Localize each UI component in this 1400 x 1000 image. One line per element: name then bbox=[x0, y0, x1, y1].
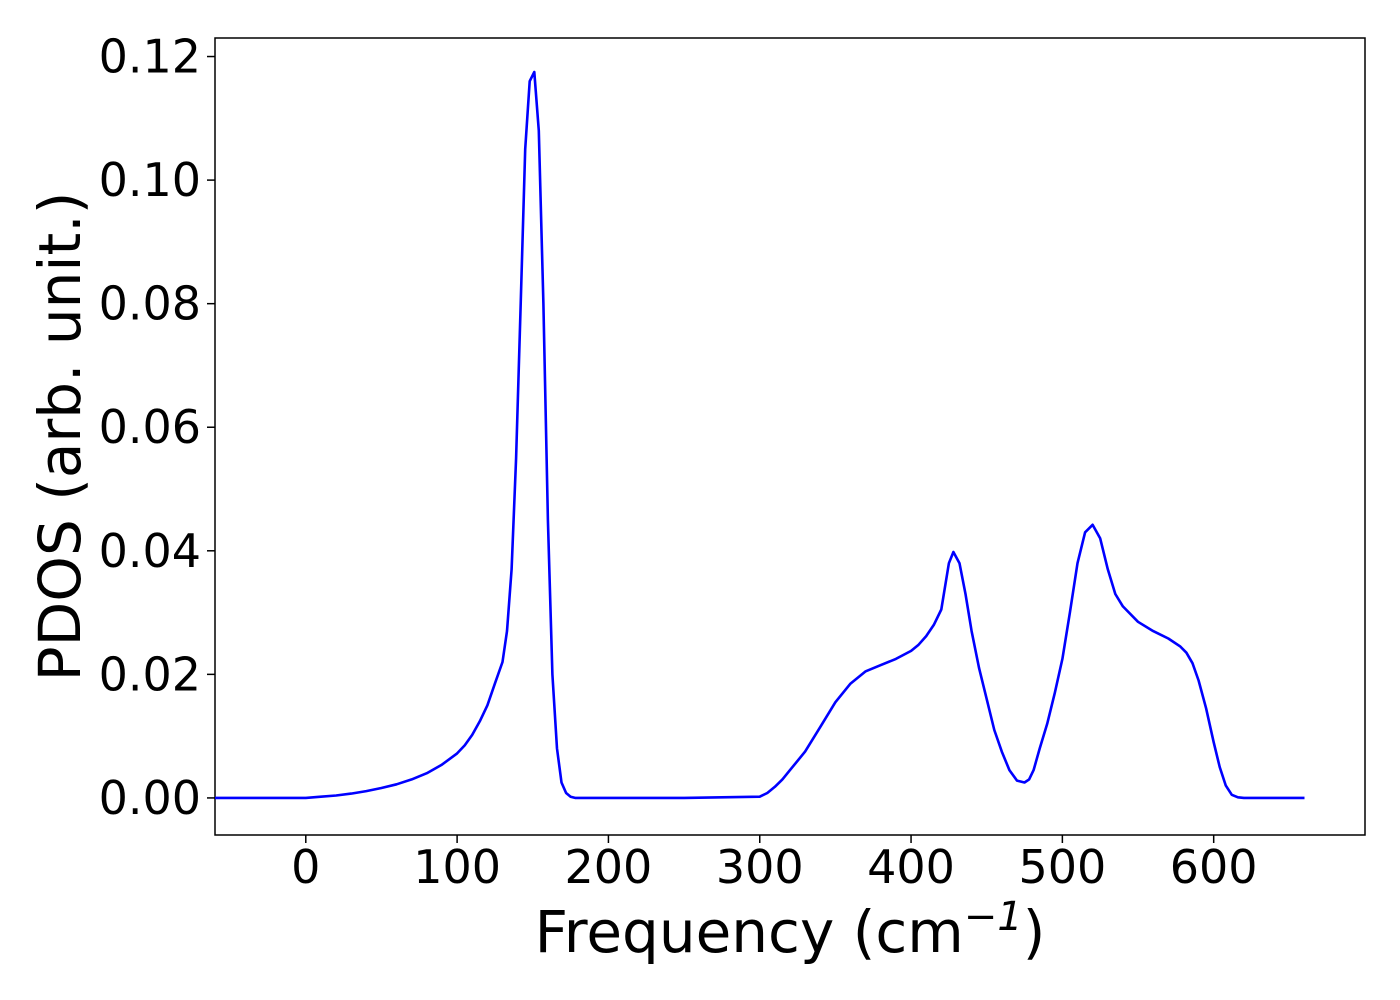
pdos-series-line bbox=[215, 70, 1305, 800]
plot-area-frame bbox=[214, 37, 1366, 836]
y-axis-label: PDOS (arb. unit.) bbox=[26, 192, 94, 682]
x-tick-label: 200 bbox=[565, 840, 653, 894]
y-tick-label: 0.08 bbox=[99, 277, 201, 331]
x-tick-label: 300 bbox=[716, 840, 804, 894]
x-tick-label: 500 bbox=[1018, 840, 1106, 894]
x-tick-label: 100 bbox=[413, 840, 501, 894]
x-axis-ticks: 0 100 200 300 400 500 600 bbox=[291, 835, 1258, 894]
y-tick-label: 0.04 bbox=[99, 524, 201, 578]
y-tick-label: 0.12 bbox=[99, 30, 201, 84]
y-tick-label: 0.06 bbox=[99, 400, 201, 454]
x-tick-label: 0 bbox=[291, 840, 320, 894]
y-tick-label: 0.10 bbox=[99, 153, 201, 207]
y-tick-label: 0.02 bbox=[99, 647, 201, 701]
x-axis-label: Frequency (cm−1) bbox=[535, 894, 1046, 966]
x-tick-label: 400 bbox=[867, 840, 955, 894]
y-tick-label: 0.00 bbox=[99, 771, 201, 825]
y-axis-ticks: 0.00 0.02 0.04 0.06 0.08 0.10 0.12 bbox=[99, 30, 215, 825]
x-tick-label: 600 bbox=[1170, 840, 1258, 894]
